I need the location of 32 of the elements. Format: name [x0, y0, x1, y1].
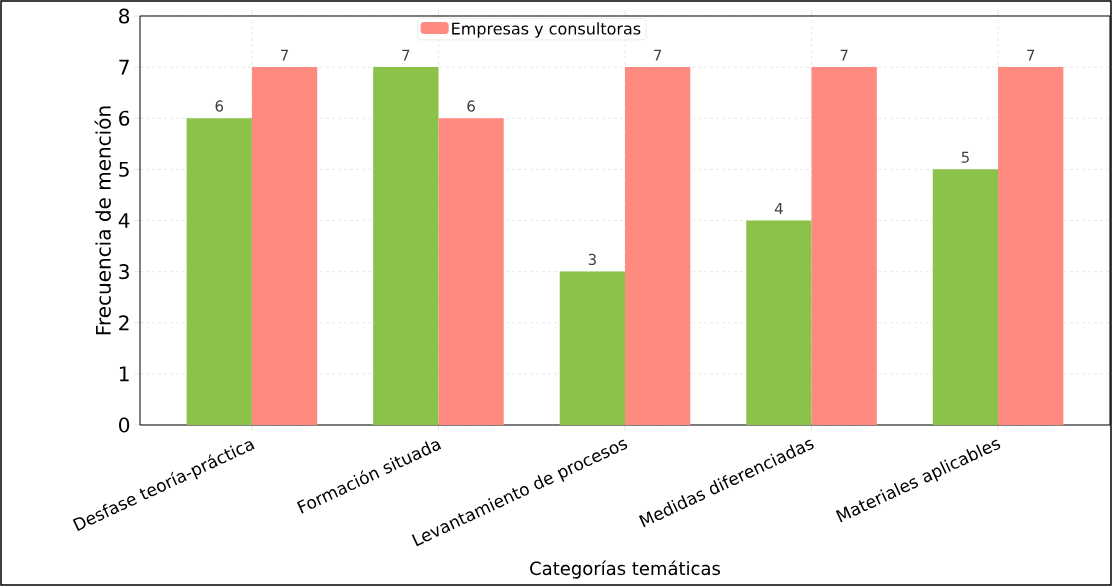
- data-label: 6: [467, 100, 475, 112]
- data-label: 4: [774, 203, 783, 214]
- data-label: 7: [1027, 49, 1035, 61]
- y-tick-label: 5: [119, 161, 129, 177]
- bar: [932, 169, 999, 425]
- bar: [625, 67, 691, 425]
- y-tick-label: 7: [119, 59, 129, 75]
- bar: [811, 67, 877, 425]
- legend-label: Empresas y consultoras: [452, 22, 641, 38]
- data-label: 6: [215, 100, 224, 112]
- y-tick-label: 1: [119, 366, 129, 382]
- x-axis-title: Categorías temáticas: [530, 560, 720, 579]
- data-label: 5: [961, 151, 969, 163]
- y-tick-label: 0: [119, 417, 130, 433]
- y-tick-label: 4: [118, 213, 130, 228]
- bar: [438, 118, 504, 425]
- data-label: 7: [654, 49, 662, 61]
- bar: [251, 67, 318, 425]
- data-label: 7: [281, 49, 289, 61]
- y-axis-title: Frecuencia de mención: [94, 106, 111, 335]
- y-tick-label: 3: [119, 264, 129, 280]
- data-label: 3: [588, 253, 596, 266]
- bar: [746, 220, 812, 425]
- data-label: 7: [402, 49, 410, 61]
- bar: [373, 67, 439, 425]
- y-tick-label: 6: [119, 110, 130, 126]
- bar: [186, 118, 252, 425]
- y-tick-label: 8: [119, 8, 130, 24]
- bar: [998, 67, 1064, 425]
- bar: [559, 271, 625, 425]
- data-label: 7: [840, 49, 848, 61]
- y-tick-label: 2: [119, 315, 129, 331]
